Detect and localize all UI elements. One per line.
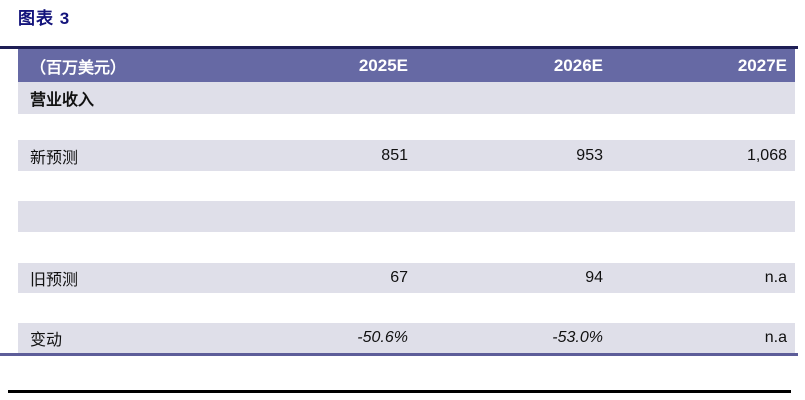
cell-value: n.a: [764, 269, 787, 286]
header-cell-2027e: 2027E: [737, 55, 787, 75]
top-rule: [0, 46, 798, 49]
exhibit-title: 图表 3: [18, 9, 71, 28]
table-header-row: （百万美元） 2025E 2026E 2027E: [18, 49, 795, 82]
cell-value: 94: [585, 269, 603, 286]
table-row-new-forecast: 新预测 851 953 1,068: [18, 140, 795, 171]
table-row-old-forecast: 旧预测 67 94 n.a: [18, 263, 795, 293]
cell-value: 953: [576, 146, 603, 164]
cell-value: -53.0%: [552, 329, 603, 346]
table-row-empty: [18, 201, 795, 232]
table-row-change: 变动 -50.6% -53.0% n.a: [18, 323, 795, 353]
row-label: 旧预测: [30, 272, 79, 289]
cell-value: 67: [390, 269, 408, 286]
row-label: 变动: [30, 332, 63, 349]
header-cell-unit: （百万美元）: [30, 59, 127, 77]
cell-value: 851: [381, 146, 408, 164]
row-label: 营业收入: [30, 92, 95, 109]
cell-value: n.a: [764, 329, 787, 346]
cell-value: -50.6%: [357, 329, 408, 346]
header-cell-2025e: 2025E: [358, 55, 408, 75]
table-row-revenue-section: 营业收入: [18, 82, 795, 114]
header-cell-2026e: 2026E: [553, 55, 603, 75]
purple-rule: [0, 353, 798, 356]
cell-value: 1,068: [746, 146, 787, 164]
row-label: 新预测: [30, 149, 79, 167]
bottom-rule: [8, 390, 791, 393]
